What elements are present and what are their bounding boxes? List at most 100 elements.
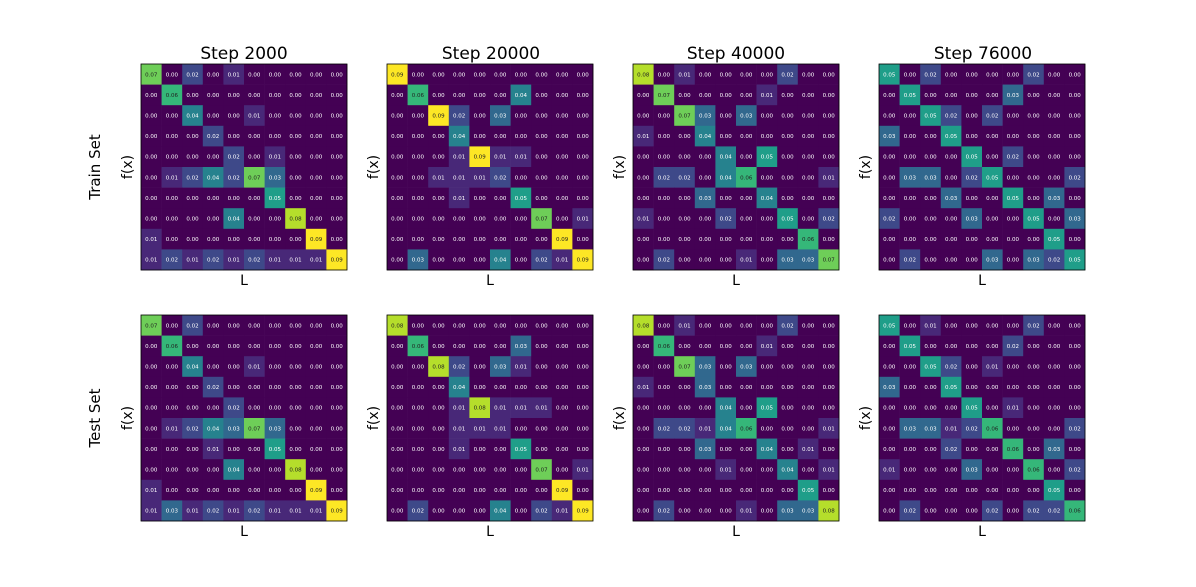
cell-value-label: 0.08	[637, 72, 650, 78]
cell-value-label: 0.04	[207, 426, 220, 432]
heatmap-cell	[1023, 84, 1045, 106]
cell-value-label: 0.00	[1027, 447, 1040, 453]
cell-value-label: 0.03	[699, 385, 712, 391]
cell-value-label: 0.05	[1007, 196, 1020, 202]
heatmap-cell	[1043, 208, 1065, 230]
cell-value-label: 0.00	[883, 509, 896, 515]
cell-value-label: 0.00	[1007, 258, 1020, 264]
heatmap-cell	[961, 356, 983, 378]
cell-value-label: 0.00	[945, 509, 958, 515]
cell-value-label: 0.00	[535, 93, 548, 99]
cell-value-label: 0.00	[637, 237, 650, 243]
heatmap-cell	[428, 335, 450, 357]
cell-value-label: 0.00	[924, 93, 937, 99]
cell-value-label: 0.02	[207, 258, 219, 264]
heatmap-cell	[510, 438, 532, 460]
heatmap-cell	[879, 418, 900, 439]
cell-value-label: 0.01	[515, 365, 527, 371]
cell-value-label: 0.07	[248, 175, 261, 181]
heatmap-cell	[797, 105, 819, 127]
cell-value-label: 0.00	[248, 93, 261, 99]
cell-value-label: 0.09	[310, 237, 323, 243]
heatmap-cell	[1043, 418, 1065, 439]
heatmap-cell	[510, 397, 532, 419]
cell-value-label: 0.00	[986, 344, 999, 350]
cell-value-label: 0.01	[720, 468, 732, 474]
cell-value-label: 0.00	[515, 175, 528, 181]
cell-value-label: 0.03	[740, 365, 753, 371]
heatmap-cell	[694, 335, 716, 357]
heatmap-cell	[244, 438, 265, 460]
y-axis-label: f(x)	[120, 155, 136, 179]
heatmap-cell	[777, 125, 799, 147]
heatmap-cell	[633, 397, 654, 419]
heatmap-cell	[572, 64, 594, 85]
heatmap-cell	[469, 208, 491, 230]
cell-value-label: 0.00	[331, 323, 344, 329]
heatmap-cell	[305, 315, 327, 336]
cell-value-label: 0.00	[883, 365, 896, 371]
x-axis-label: L	[732, 524, 740, 540]
heatmap-cell	[940, 459, 962, 481]
cell-value-label: 0.00	[904, 406, 917, 412]
heatmap-cell	[879, 64, 900, 85]
heatmap-cell	[1064, 105, 1086, 127]
heatmap-cell	[161, 105, 183, 127]
heatmap-cell	[694, 167, 716, 188]
cell-value-label: 0.00	[248, 196, 261, 202]
heatmap-cell	[777, 228, 799, 250]
cell-value-label: 0.00	[883, 237, 896, 243]
cell-value-label: 0.00	[269, 237, 282, 243]
heatmap-cell	[1002, 228, 1024, 250]
cell-value-label: 0.00	[945, 406, 958, 412]
cell-value-label: 0.00	[577, 426, 590, 432]
heatmap-cell	[777, 249, 799, 271]
cell-value-label: 0.02	[207, 385, 219, 391]
heatmap-cell	[715, 335, 737, 357]
cell-value-label: 0.00	[331, 114, 344, 120]
heatmap-cell	[531, 187, 553, 209]
cell-value-label: 0.00	[883, 93, 896, 99]
heatmap-cell	[818, 356, 840, 378]
cell-value-label: 0.00	[883, 196, 896, 202]
heatmap-cell	[940, 125, 962, 147]
heatmap-cell	[223, 418, 245, 439]
cell-value-label: 0.00	[331, 72, 344, 78]
heatmap-cell	[899, 479, 921, 501]
heatmap-cell	[244, 315, 265, 336]
heatmap-cell	[920, 397, 942, 419]
cell-value-label: 0.00	[166, 406, 179, 412]
heatmap-cell	[797, 64, 819, 85]
heatmap-cell	[407, 228, 429, 250]
cell-value-label: 0.00	[823, 488, 836, 494]
cell-value-label: 0.00	[1048, 155, 1061, 161]
heatmap-cell	[285, 228, 307, 250]
heatmap-cell	[448, 459, 470, 481]
cell-value-label: 0.07	[145, 323, 158, 329]
cell-value-label: 0.00	[535, 155, 548, 161]
heatmap-cell	[387, 249, 408, 271]
cell-value-label: 0.00	[945, 72, 958, 78]
cell-value-label: 0.00	[924, 217, 937, 223]
cell-value-label: 0.09	[331, 509, 344, 515]
cell-value-label: 0.00	[391, 509, 404, 515]
cell-value-label: 0.00	[515, 72, 528, 78]
cell-value-label: 0.00	[556, 385, 569, 391]
cell-value-label: 0.06	[412, 344, 425, 350]
heatmap-cell	[1043, 228, 1065, 250]
heatmap-cell	[407, 479, 429, 501]
heatmap-cell	[223, 249, 245, 271]
cell-value-label: 0.04	[720, 175, 733, 181]
heatmap-cell	[326, 125, 348, 147]
cell-value-label: 0.00	[310, 468, 323, 474]
cell-value-label: 0.01	[823, 468, 835, 474]
cell-value-label: 0.00	[412, 365, 425, 371]
heatmap-cell	[326, 397, 348, 419]
cell-value-label: 0.00	[310, 155, 323, 161]
heatmap-cell	[633, 187, 654, 209]
heatmap-cell	[899, 315, 921, 336]
cell-value-label: 0.01	[453, 406, 465, 412]
cell-value-label: 0.00	[781, 447, 794, 453]
heatmap-cell	[264, 397, 286, 419]
cell-value-label: 0.00	[289, 323, 302, 329]
